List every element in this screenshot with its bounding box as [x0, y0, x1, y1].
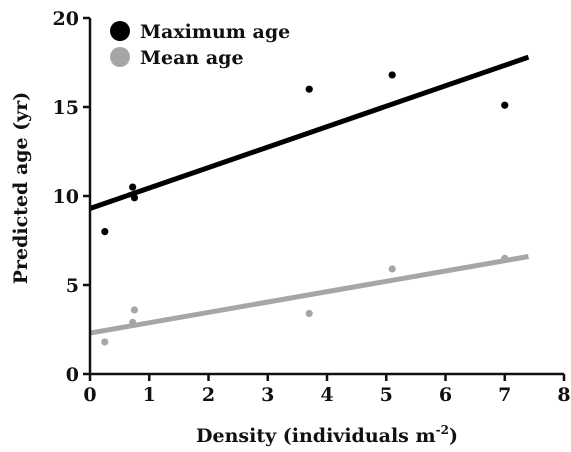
- maximum-age-trend-line: [89, 54, 530, 211]
- y-tick-label: 0: [66, 364, 79, 386]
- maximum-age-point: [129, 183, 137, 191]
- mean-age-point: [129, 318, 137, 326]
- x-axis-label-main: Density (individuals m: [196, 425, 436, 447]
- ticks: 0 1 2 3 4 5 6 7 8 0 5 10 15 20: [53, 8, 571, 406]
- x-axis-label-superscript: -2: [436, 423, 449, 437]
- maximum-age-point: [388, 71, 396, 79]
- x-tick-label: 3: [261, 384, 274, 406]
- y-tick-label: 20: [53, 8, 79, 30]
- x-tick-label: 8: [557, 384, 570, 406]
- x-tick-label: 1: [143, 384, 156, 406]
- legend-label-maximum-age: Maximum age: [140, 21, 290, 43]
- x-tick-label: 0: [83, 384, 96, 406]
- maximum-age-point: [501, 101, 509, 109]
- mean-age-point: [388, 265, 396, 273]
- y-tick-label: 15: [53, 97, 79, 119]
- mean-age-point: [130, 306, 139, 314]
- y-axis-label: Predicted age (yr): [10, 92, 32, 285]
- y-tick-label: 5: [66, 275, 79, 297]
- x-tick-label: 2: [202, 384, 215, 406]
- maximum-age-point: [101, 228, 109, 236]
- maximum-age-point: [305, 85, 313, 93]
- x-axis-label: Density (individuals m-2): [196, 423, 458, 447]
- x-axis-label-close: ): [449, 425, 458, 447]
- mean-age-point: [305, 309, 313, 318]
- plot-area: [89, 54, 530, 346]
- mean-age-trend-line: [89, 254, 529, 336]
- x-tick-label: 6: [439, 384, 452, 406]
- y-tick-label: 10: [53, 186, 79, 208]
- legend: Maximum age Mean age: [110, 21, 290, 69]
- legend-marker-maximum-age: [110, 21, 130, 41]
- legend-marker-mean-age: [110, 47, 130, 67]
- x-tick-label: 4: [320, 384, 333, 406]
- mean-age-point: [501, 254, 509, 262]
- legend-label-mean-age: Mean age: [140, 47, 244, 69]
- x-tick-label: 5: [380, 384, 393, 406]
- maximum-age-point: [130, 194, 139, 202]
- x-tick-label: 7: [498, 384, 511, 406]
- mean-age-point: [101, 338, 109, 346]
